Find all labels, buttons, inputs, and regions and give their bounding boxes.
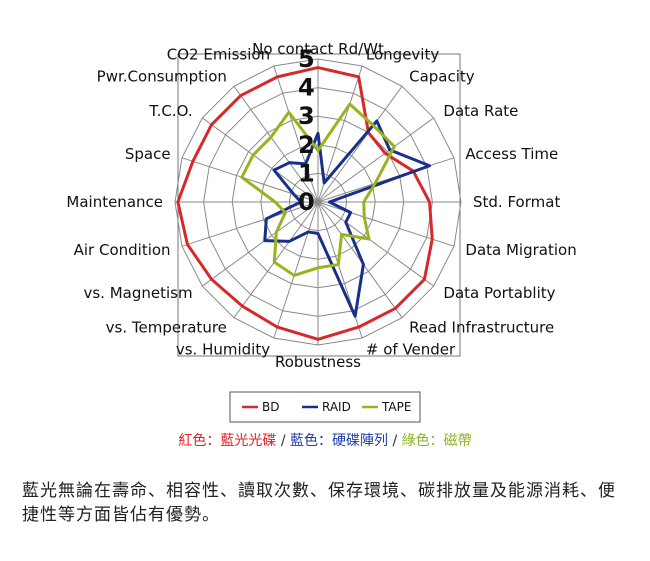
color-caption: 紅色：藍光光碟 / 藍色：硬碟陣列 / 綠色：磁帶 xyxy=(0,430,650,450)
description-text: 藍光無論在壽命、相容性、讀取次數、保存環境、碳排放量及能源消耗、便捷性等方面皆佔… xyxy=(22,481,616,525)
axis-label: Data Migration xyxy=(465,241,576,259)
series-line-tape xyxy=(240,102,396,277)
grid-spoke xyxy=(317,157,455,203)
axis-label: Robustness xyxy=(275,353,361,371)
grid-spoke xyxy=(317,86,403,203)
axis-label: T.C.O. xyxy=(148,102,192,120)
axis-label: vs. Humidity xyxy=(176,340,270,358)
tick-label: 4 xyxy=(298,74,315,102)
grid-spoke xyxy=(317,117,434,203)
tick-label: 2 xyxy=(298,131,315,159)
legend-label-raid: RAID xyxy=(322,400,351,414)
tick-label: 0 xyxy=(298,188,315,216)
axis-label: Data Portablity xyxy=(443,284,555,302)
axis-label: # of Vender xyxy=(366,340,456,358)
grid-spoke xyxy=(273,201,319,339)
axis-label: No contact Rd/Wt xyxy=(252,40,384,58)
axis-label: Space xyxy=(125,145,171,163)
legend-box xyxy=(229,391,421,423)
axis-label: Capacity xyxy=(409,68,475,86)
axis-label: Maintenance xyxy=(66,193,163,211)
grid-spoke xyxy=(202,201,319,287)
series-line-raid xyxy=(263,119,432,318)
legend-label-bd: BD xyxy=(262,400,279,414)
caption-raid: 藍色：硬碟陣列 xyxy=(290,433,388,449)
tick-label: 1 xyxy=(298,159,315,187)
legend-label-tape: TAPE xyxy=(381,400,411,414)
grid-spoke xyxy=(181,201,319,247)
caption-separator: / xyxy=(276,433,290,449)
axis-label: Data Rate xyxy=(443,102,518,120)
axis-label: Air Condition xyxy=(74,241,171,259)
series-line-bd xyxy=(176,66,434,341)
axis-label: vs. Temperature xyxy=(106,318,227,336)
caption-bd: 紅色：藍光光碟 xyxy=(178,433,277,449)
radar-chart: 0 1 2 3 4 5 No contact Rd/Wt Longevity Capacity D… xyxy=(66,40,577,423)
caption-separator: / xyxy=(388,433,402,449)
grid-spoke xyxy=(317,201,434,287)
grid-spoke xyxy=(202,117,319,203)
grid-spoke xyxy=(273,65,319,203)
axis-label: Longevity xyxy=(366,46,439,64)
axis-label: Pwr.Consumption xyxy=(97,68,227,86)
axis-label: Access Time xyxy=(465,145,558,163)
grid-spoke xyxy=(233,201,319,318)
axis-label: Std. Format xyxy=(473,193,560,211)
axis-label: Read Infrastructure xyxy=(409,318,554,336)
axis-label: CO2 Emission xyxy=(167,46,270,64)
tick-label: 3 xyxy=(298,102,315,130)
grid-spoke xyxy=(233,86,319,203)
caption-tape: 綠色：磁帶 xyxy=(401,433,472,449)
axis-label: vs. Magnetism xyxy=(83,284,192,302)
tick-label: 5 xyxy=(298,45,315,73)
